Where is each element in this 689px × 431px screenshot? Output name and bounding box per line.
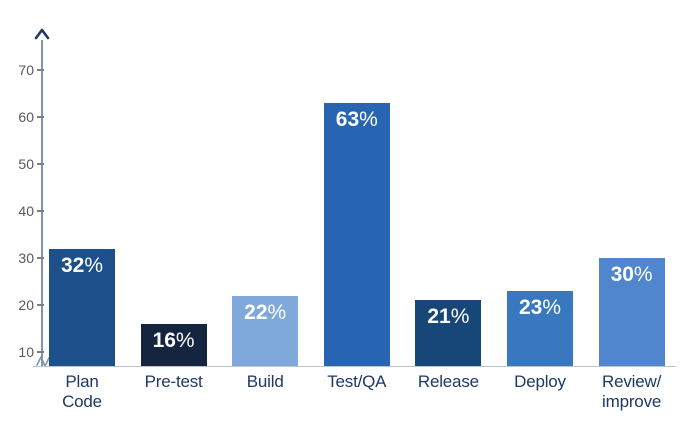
percent-sign: %	[175, 328, 195, 352]
y-tick-label: 70	[18, 61, 34, 78]
bar-plan-code: 32%	[49, 248, 115, 366]
bar-value-number: 23	[518, 295, 543, 319]
axis-break-icon	[36, 356, 50, 367]
bar-value-label: 16%	[141, 324, 207, 353]
bar-value-number: 22	[244, 300, 268, 324]
y-tick-mark	[37, 256, 44, 259]
y-tick-label: 60	[18, 108, 34, 125]
bar-value-label: 22%	[232, 296, 298, 325]
bar-value-label: 32%	[49, 249, 115, 278]
percent-sign: %	[542, 295, 562, 319]
y-tick-mark	[37, 115, 44, 118]
percent-sign: %	[359, 107, 378, 131]
bar-review-improve: 30%	[598, 257, 665, 366]
y-tick-40: 40	[6, 204, 44, 218]
category-label-deploy: Deploy	[514, 372, 566, 391]
bar-build: 22%	[232, 295, 299, 366]
y-tick-mark	[37, 68, 44, 71]
category-label-plan-code: Plan Code	[62, 372, 102, 412]
y-tick-10: 10	[6, 345, 44, 359]
y-tick-label: 10	[18, 343, 34, 360]
y-axis-arrow-icon	[34, 28, 50, 40]
bar-release: 21%	[415, 300, 482, 366]
x-axis-line	[33, 365, 676, 368]
category-label-review-improve: Review/ improve	[602, 372, 662, 412]
y-tick-label: 50	[18, 155, 34, 172]
bar-value-label: 21%	[415, 300, 481, 329]
y-tick-mark	[37, 303, 44, 306]
percent-sign: %	[267, 300, 287, 324]
category-label-pre-test: Pre-test	[144, 372, 203, 391]
percent-sign: %	[84, 253, 104, 277]
bar-value-label: 63%	[324, 103, 390, 132]
bar-value-number: 30	[610, 262, 634, 286]
bar-test-qa: 63%	[323, 102, 390, 366]
y-tick-mark	[37, 162, 44, 165]
y-tick-30: 30	[6, 251, 44, 265]
bar-value-label: 23%	[507, 291, 573, 320]
category-label-test-qa: Test/QA	[327, 372, 387, 391]
bar-value-label: 30%	[599, 258, 665, 287]
y-tick-mark	[37, 209, 44, 212]
y-tick-label: 30	[18, 249, 34, 266]
y-tick-label: 20	[18, 296, 34, 313]
y-tick-60: 60	[6, 110, 44, 124]
y-tick-20: 20	[6, 298, 44, 312]
y-tick-mark	[37, 350, 44, 353]
category-label-build: Build	[246, 372, 284, 391]
bar-deploy: 23%	[507, 290, 573, 366]
bar-value-number: 63	[335, 107, 360, 131]
percent-sign: %	[450, 305, 470, 329]
y-tick-50: 50	[6, 157, 44, 171]
bar-value-number: 16	[152, 328, 176, 352]
bar-value-number: 32	[60, 253, 85, 277]
bar-value-number: 21	[427, 305, 451, 329]
y-tick-label: 40	[18, 202, 34, 219]
y-tick-70: 70	[6, 63, 44, 77]
category-label-release: Release	[417, 372, 479, 391]
y-axis-line	[41, 40, 43, 366]
percent-sign: %	[633, 262, 653, 286]
bar-pre-test: 16%	[140, 323, 207, 366]
